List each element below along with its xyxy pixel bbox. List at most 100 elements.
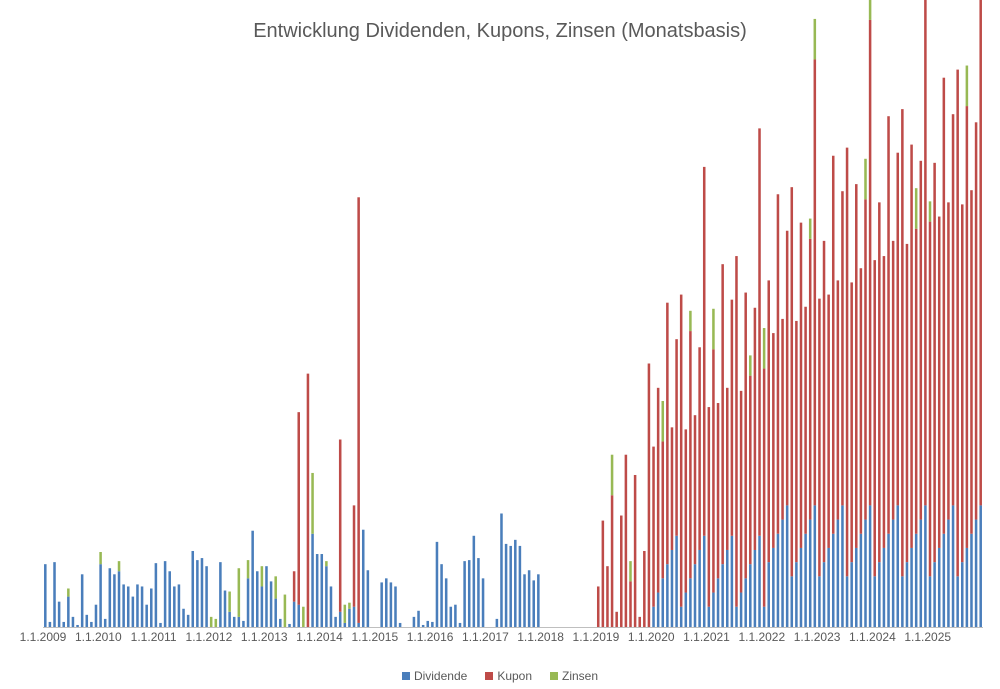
bar-dividende-170 [827, 547, 830, 627]
bar-dividende-136 [670, 549, 674, 627]
bar-dividende-77 [398, 622, 402, 627]
bar-dividende-81 [417, 610, 420, 627]
bar-kupon-145 [712, 349, 715, 593]
bar-dividende-188 [910, 547, 913, 627]
bar-kupon-180 [873, 260, 876, 577]
bar-dividende-92 [467, 560, 471, 627]
bar-kupon-120 [596, 586, 600, 627]
bar-kupon-154 [753, 307, 757, 550]
bar-kupon-163 [795, 320, 798, 563]
legend-swatch-zinsen [550, 672, 559, 680]
bar-dividende-34 [200, 558, 204, 627]
bar-dividende-165 [804, 533, 807, 627]
bar-kupon-202 [974, 122, 978, 520]
bar-dividende-168 [818, 576, 821, 627]
bar-dividende-21 [140, 586, 144, 627]
bar-dividende-140 [689, 578, 692, 627]
bar-kupon-187 [905, 243, 909, 563]
bar-dividende-143 [702, 535, 706, 627]
bar-zinsen-200 [965, 65, 969, 107]
x-tick-label: 1.1.2012 [186, 630, 233, 644]
bar-zinsen-47 [260, 566, 264, 587]
bar-dividende-14 [108, 568, 112, 627]
bar-dividende-30 [182, 608, 185, 627]
bar-dividende-187 [905, 562, 909, 627]
bar-kupon-55 [297, 412, 300, 605]
bar-zinsen-37 [214, 618, 218, 627]
bar-dividende-160 [781, 519, 784, 627]
bar-zinsen-65 [343, 604, 347, 623]
bar-dividende-196 [947, 519, 950, 627]
bar-kupon-151 [739, 390, 743, 593]
bar-dividende-177 [859, 533, 863, 627]
bar-kupon-164 [799, 222, 803, 548]
bar-zinsen-52 [283, 594, 287, 627]
bar-zinsen-123 [610, 454, 614, 496]
bar-dividende-6 [71, 616, 75, 627]
bar-dividende-155 [758, 535, 761, 627]
bar-kupon-201 [970, 190, 973, 534]
x-tick-label: 1.1.2016 [407, 630, 454, 644]
bar-zinsen-42 [237, 568, 241, 617]
bar-dividende-20 [136, 584, 139, 627]
bar-kupon-124 [615, 611, 618, 627]
bar-dividende-172 [836, 519, 840, 627]
bar-dividende-161 [785, 505, 789, 627]
bar-dividende-0 [44, 564, 47, 627]
bar-dividende-22 [145, 604, 148, 627]
bar-kupon-184 [891, 240, 895, 520]
bar-dividende-151 [739, 592, 743, 627]
bar-dividende-27 [168, 571, 171, 627]
bar-zinsen-50 [274, 576, 277, 599]
bar-dividende-139 [684, 592, 688, 627]
bar-zinsen-66 [348, 602, 351, 609]
bar-dividende-66 [348, 608, 351, 627]
x-tick-label: 1.1.2025 [904, 630, 951, 644]
bar-zinsen-36 [209, 616, 213, 627]
bar-kupon-133 [656, 387, 660, 593]
bar-zinsen-178 [864, 158, 867, 200]
bar-kupon-125 [620, 515, 623, 627]
bar-dividende-164 [799, 547, 803, 627]
bar-dividende-146 [716, 578, 720, 627]
bar-kupon-127 [629, 581, 632, 627]
bar-dividende-11 [94, 604, 98, 627]
bar-dividende-198 [956, 576, 959, 627]
x-tick-label: 1.1.2022 [738, 630, 785, 644]
bar-dividende-190 [919, 519, 923, 627]
bar-zinsen-12 [99, 552, 102, 565]
bar-kupon-156 [762, 368, 766, 607]
bar-dividende-58 [311, 533, 314, 627]
bar-dividende-43 [242, 620, 245, 627]
bar-kupon-161 [785, 230, 789, 506]
bar-kupon-67 [352, 505, 356, 607]
bar-dividende-54 [292, 601, 296, 627]
bar-dividende-91 [463, 561, 466, 628]
bar-kupon-158 [772, 333, 775, 548]
bar-kupon-138 [679, 294, 683, 607]
bar-dividende-167 [813, 505, 817, 627]
bar-kupon-157 [767, 280, 770, 563]
bar-zinsen-189 [914, 188, 918, 229]
bar-kupon-186 [901, 109, 904, 577]
bar-dividende-48 [265, 566, 268, 627]
bar-kupon-131 [647, 363, 651, 627]
bar-zinsen-192 [928, 201, 932, 222]
bar-kupon-179 [868, 19, 872, 506]
bar-dividende-103 [518, 545, 522, 627]
bar-dividende-86 [440, 564, 443, 627]
bar-kupon-142 [698, 347, 701, 550]
bar-kupon-171 [831, 155, 835, 534]
bar-dividende-60 [320, 554, 324, 627]
bar-zinsen-145 [712, 308, 715, 350]
bar-dividende-93 [472, 535, 476, 627]
bar-kupon-189 [914, 228, 918, 534]
bar-dividende-2 [53, 562, 56, 627]
bar-kupon-166 [808, 238, 812, 520]
bar-dividende-173 [841, 505, 844, 627]
legend-swatch-kupon [485, 672, 494, 680]
bar-kupon-132 [652, 446, 655, 607]
bar-dividende-200 [965, 547, 969, 627]
bar-kupon-148 [726, 387, 729, 550]
bar-kupon-182 [882, 256, 886, 548]
